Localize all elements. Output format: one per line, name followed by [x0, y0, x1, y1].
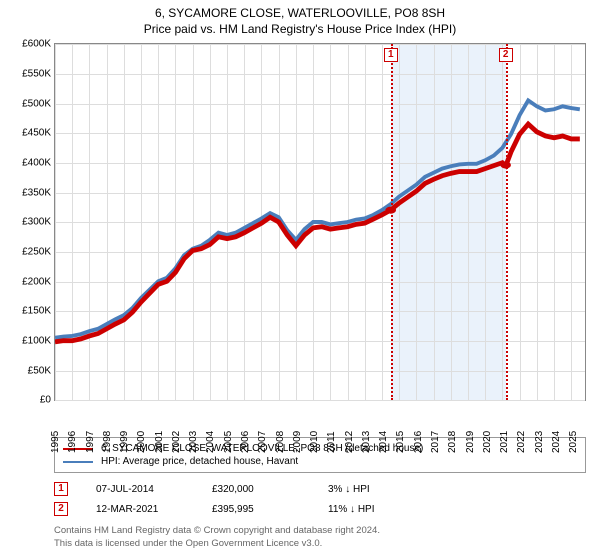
sale-date: 12-MAR-2021 — [96, 504, 184, 515]
x-axis-label: 2001 — [154, 431, 165, 453]
x-axis-label: 2004 — [205, 431, 216, 453]
title-subtitle: Price paid vs. HM Land Registry's House … — [10, 22, 590, 38]
y-axis-label: £300K — [5, 217, 55, 228]
series-line — [55, 101, 580, 338]
x-axis-label: 2020 — [482, 431, 493, 453]
x-axis-label: 2021 — [499, 431, 510, 453]
title-address: 6, SYCAMORE CLOSE, WATERLOOVILLE, PO8 8S… — [10, 6, 590, 22]
footer-attribution: Contains HM Land Registry data © Crown c… — [54, 525, 586, 550]
x-axis-label: 2003 — [188, 431, 199, 453]
x-axis-label: 2016 — [413, 431, 424, 453]
y-axis-label: £450K — [5, 128, 55, 139]
x-axis-label: 2023 — [534, 431, 545, 453]
sale-delta: 3% ↓ HPI — [328, 484, 416, 495]
x-axis-label: 2002 — [171, 431, 182, 453]
series-line — [55, 124, 580, 342]
legend-label: HPI: Average price, detached house, Hava… — [101, 456, 298, 467]
y-axis-label: £50K — [5, 365, 55, 376]
sale-marker-line — [506, 44, 508, 400]
x-axis-label: 2018 — [447, 431, 458, 453]
x-axis-label: 2006 — [240, 431, 251, 453]
x-axis-label: 2012 — [344, 431, 355, 453]
x-axis-label: 2008 — [275, 431, 286, 453]
sale-marker-badge: 2 — [499, 48, 513, 62]
sale-price: £395,995 — [212, 504, 300, 515]
sale-price: £320,000 — [212, 484, 300, 495]
x-axis-label: 2009 — [292, 431, 303, 453]
x-axis-label: 2011 — [326, 432, 337, 454]
y-axis-label: £200K — [5, 276, 55, 287]
table-row: 2 12-MAR-2021 £395,995 11% ↓ HPI — [54, 499, 586, 519]
y-axis-label: £250K — [5, 246, 55, 257]
y-axis-label: £350K — [5, 187, 55, 198]
x-axis-label: 2014 — [378, 431, 389, 453]
sale-index-badge: 2 — [54, 502, 68, 516]
x-axis-labels: 1995199619971998199920002001200220032004… — [54, 401, 586, 435]
x-axis-label: 2017 — [430, 431, 441, 453]
y-axis-label: £400K — [5, 157, 55, 168]
x-axis-label: 1996 — [67, 431, 78, 453]
x-axis-label: 2013 — [361, 431, 372, 453]
y-axis-label: £100K — [5, 335, 55, 346]
sale-marker-badge: 1 — [384, 48, 398, 62]
x-axis-label: 1995 — [50, 431, 61, 453]
x-axis-label: 2025 — [568, 431, 579, 453]
chart-title-block: 6, SYCAMORE CLOSE, WATERLOOVILLE, PO8 8S… — [0, 0, 600, 41]
footer-line: Contains HM Land Registry data © Crown c… — [54, 525, 586, 537]
y-axis-label: £150K — [5, 306, 55, 317]
sale-delta: 11% ↓ HPI — [328, 504, 416, 515]
y-axis-label: £500K — [5, 98, 55, 109]
x-axis-label: 2010 — [309, 431, 320, 453]
legend-swatch-series-1 — [63, 461, 93, 463]
sale-marker-line — [391, 44, 393, 400]
x-axis-label: 1997 — [85, 431, 96, 453]
x-axis-label: 1999 — [119, 431, 130, 453]
x-axis-label: 2015 — [395, 431, 406, 453]
y-axis-label: £550K — [5, 68, 55, 79]
sale-index-badge: 1 — [54, 482, 68, 496]
table-row: 1 07-JUL-2014 £320,000 3% ↓ HPI — [54, 479, 586, 499]
x-axis-label: 2000 — [136, 431, 147, 453]
price-chart: £0£50K£100K£150K£200K£250K£300K£350K£400… — [54, 43, 586, 401]
footer-line: This data is licensed under the Open Gov… — [54, 538, 586, 550]
x-axis-label: 1998 — [102, 431, 113, 453]
sales-table: 1 07-JUL-2014 £320,000 3% ↓ HPI 2 12-MAR… — [54, 479, 586, 519]
x-axis-label: 2007 — [257, 431, 268, 453]
x-axis-label: 2022 — [516, 431, 527, 453]
sale-date: 07-JUL-2014 — [96, 484, 184, 495]
y-axis-label: £0 — [5, 395, 55, 406]
x-axis-label: 2005 — [223, 431, 234, 453]
x-axis-label: 2019 — [465, 431, 476, 453]
legend-row: HPI: Average price, detached house, Hava… — [63, 455, 577, 468]
y-axis-label: £600K — [5, 39, 55, 50]
x-axis-label: 2024 — [551, 431, 562, 453]
